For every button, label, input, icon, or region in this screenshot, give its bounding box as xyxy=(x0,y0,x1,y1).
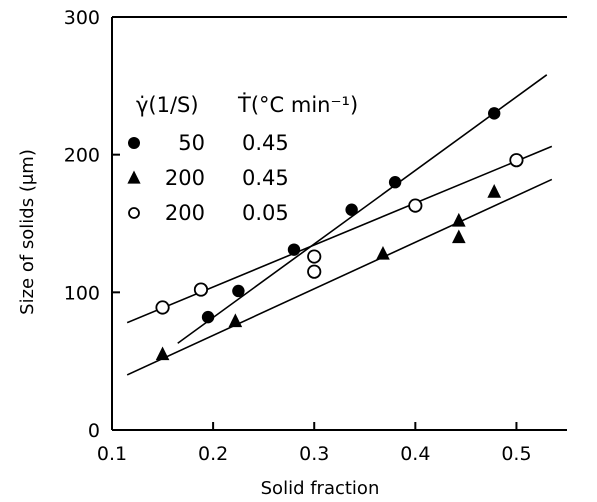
y-axis-title: Size of solids (μm) xyxy=(17,149,38,315)
y-tick-label: 100 xyxy=(64,282,100,304)
data-point xyxy=(287,243,301,256)
data-point xyxy=(451,229,466,244)
x-axis-title: Solid fraction xyxy=(261,478,380,499)
y-tick-label: 200 xyxy=(64,145,100,167)
x-tick-label: 0.4 xyxy=(400,443,430,465)
x-tick-label: 0.3 xyxy=(299,443,329,465)
y-tick-label: 300 xyxy=(64,7,100,29)
x-tick-label: 0.2 xyxy=(198,443,228,465)
data-point xyxy=(155,300,170,315)
legend-marker-3 xyxy=(128,207,140,219)
data-point xyxy=(487,184,502,198)
legend-rate-value: 200 xyxy=(165,201,205,225)
data-point xyxy=(388,176,402,189)
data-point xyxy=(451,212,466,227)
data-point xyxy=(488,107,501,120)
data-point xyxy=(228,313,243,328)
data-point xyxy=(408,198,423,213)
x-tick-label: 0.5 xyxy=(501,443,531,465)
data-points xyxy=(155,107,524,361)
legend-marker-1 xyxy=(128,137,140,149)
data-point xyxy=(345,203,358,216)
legend-marker-2 xyxy=(127,170,141,184)
data-point xyxy=(193,282,209,297)
data-point xyxy=(509,153,524,168)
data-point xyxy=(376,245,390,260)
legend-cooling-value: 0.45 xyxy=(242,131,289,155)
y-tick-label: 0 xyxy=(88,420,100,442)
axes: 0.1 0.2 0.3 0.4 0.5 0 100 200 300 xyxy=(64,7,567,465)
legend-rate-value: 50 xyxy=(178,131,205,155)
legend-header-cooling: Ṫ(°C min⁻¹) xyxy=(237,92,358,117)
fit-line-1 xyxy=(177,74,548,344)
data-point xyxy=(201,310,215,324)
legend-cooling-value: 0.05 xyxy=(242,201,289,225)
fit-line-2 xyxy=(126,178,553,376)
legend: γ̇(1/S) Ṫ(°C min⁻¹) 50 0.45 200 0.45 200 0.05 xyxy=(127,92,358,225)
legend-header-rate: γ̇(1/S) xyxy=(136,93,199,117)
data-point xyxy=(307,249,322,264)
legend-cooling-value: 0.45 xyxy=(242,166,289,190)
legend-rate-value: 200 xyxy=(165,166,205,190)
data-point xyxy=(232,284,245,298)
data-point xyxy=(155,346,170,361)
x-tick-label: 0.1 xyxy=(97,443,127,465)
data-point xyxy=(307,264,322,279)
